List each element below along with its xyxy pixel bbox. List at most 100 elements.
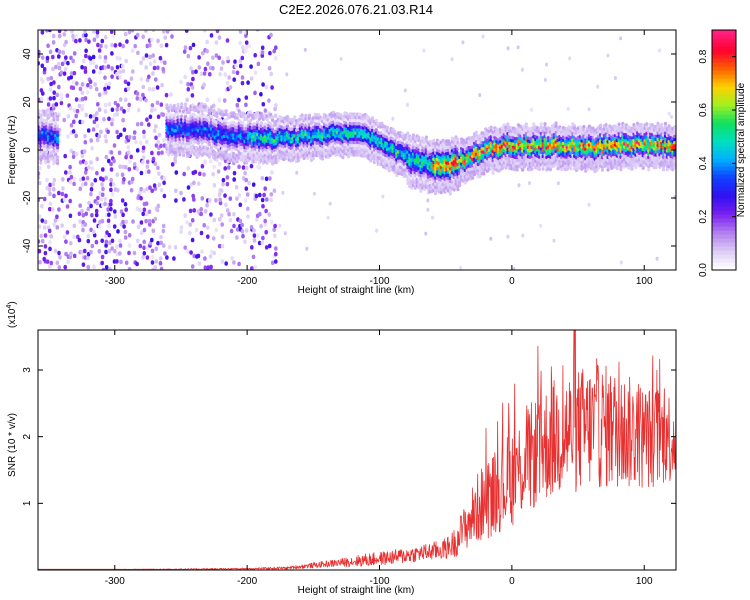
spectrogram-cell (65, 230, 70, 235)
spectrogram-cell (106, 207, 110, 212)
spectrogram-cell (587, 202, 591, 207)
spectrogram-cell (57, 207, 61, 212)
spectrogram-cell (263, 218, 267, 224)
spectrogram-cell (159, 102, 164, 107)
spectrogram-cell (180, 102, 184, 106)
spectrogram-cell (225, 175, 230, 180)
spectrogram-cell (104, 90, 108, 95)
spectrogram-cell (78, 186, 83, 191)
spectrogram-cell (89, 249, 93, 255)
spectrogram-cell (40, 218, 45, 223)
spectrogram-cell (136, 107, 141, 113)
spectrogram-cell (273, 106, 277, 112)
spectrogram-cell (38, 239, 41, 244)
spectrogram-cell (96, 102, 100, 107)
spectrogram-cell (61, 177, 65, 182)
spectrogram-cell (138, 140, 143, 145)
spectrogram-cell (232, 170, 237, 176)
spectrogram-cell (269, 153, 273, 157)
spectrogram-cell (554, 121, 558, 125)
spectrogram-cell (42, 196, 47, 202)
spectrogram-cell (63, 66, 68, 72)
spectrogram-cell (64, 170, 68, 175)
spectrogram-cell (109, 202, 113, 207)
spectrogram-cell (189, 250, 193, 255)
spectrogram-cell (189, 182, 193, 187)
spectrogram-cell (253, 53, 257, 58)
spectrogram-cell (265, 197, 269, 202)
spectrogram-cell (110, 74, 114, 79)
spectrogram-cell (126, 81, 131, 86)
spectrogram-cell (587, 107, 591, 112)
spectrogram-cell (72, 70, 77, 76)
spectrogram-cell (91, 54, 96, 60)
spectrogram-cell (227, 75, 231, 80)
spectrogram-cell (51, 54, 55, 60)
spectrogram-cell (69, 75, 73, 80)
spectrogram-cell (381, 194, 385, 199)
spectrogram-cell (95, 137, 100, 143)
spectrogram-cell (96, 42, 100, 48)
spectrogram-cell (104, 249, 108, 255)
spectrogram-cell (235, 235, 239, 240)
spectrogram-cell (57, 265, 62, 270)
spectrogram-cell (153, 161, 158, 167)
spectrogram-cell (97, 134, 102, 139)
spectrogram-cell (212, 183, 217, 188)
spectrogram-cell (263, 186, 267, 191)
spectrogram-cell (199, 211, 203, 217)
spectrogram-cell (185, 144, 189, 149)
spectrogram-cell (40, 63, 45, 68)
spectrogram-cell (46, 116, 50, 120)
spectrogram-cell (60, 191, 65, 197)
spectrogram-cell (56, 61, 61, 67)
spectrogram-cell (101, 186, 105, 192)
spectrogram-cell (249, 225, 254, 230)
spectrogram-cell (98, 54, 102, 60)
spectrogram-cell (34, 115, 37, 119)
spectrogram-cell (258, 192, 262, 198)
spectrogram-cell (159, 240, 163, 245)
spectrogram-cell (235, 102, 240, 108)
spectrogram-cell (224, 109, 228, 113)
spectrogram-cell (62, 197, 67, 202)
spectrogram-cell (150, 188, 154, 193)
spectrogram-cell (116, 103, 120, 108)
spectrogram-cell (265, 161, 269, 165)
spectrogram-cell (196, 153, 200, 158)
spectrogram-cell (121, 43, 125, 49)
spectrogram-cell (34, 112, 37, 116)
spectrogram-cell (57, 54, 61, 59)
spectrogram-cell (144, 98, 148, 103)
spectrogram-cell (482, 171, 486, 176)
spectrogram-cell (42, 67, 47, 72)
spectrogram-cell (233, 59, 237, 64)
spectrogram-cell (83, 96, 88, 101)
spectrogram-cell (244, 95, 249, 100)
spectrogram-cell (68, 198, 72, 204)
spectrogram-cell (160, 150, 164, 155)
spectrogram-cell (34, 136, 37, 140)
spectrogram-cell (196, 253, 201, 259)
spectrogram-cell (81, 262, 86, 267)
spectrogram-cell (161, 243, 166, 248)
spectrogram-cell (205, 97, 210, 102)
spectrogram-cell (506, 234, 510, 239)
spectrogram-cell (104, 138, 108, 144)
spectrogram-cell (125, 39, 129, 44)
spectrogram-cell (145, 117, 149, 122)
spectrogram-cell (121, 219, 125, 225)
spectrogram-cell (205, 48, 209, 54)
spectrogram-cell (91, 69, 96, 74)
spectrogram-cell (215, 114, 219, 119)
spectrogram-cell (78, 38, 82, 43)
spectrogram-cell (552, 238, 556, 243)
spectrogram-cell (244, 165, 249, 171)
spectrogram-cell (419, 176, 423, 181)
spectrogram-cell (630, 167, 634, 171)
spectrogram-cell (165, 103, 169, 107)
spectrogram-cell (202, 30, 207, 33)
spectrogram-cell (224, 202, 228, 207)
spectrogram-cell (264, 230, 268, 235)
spectrogram-cell (127, 135, 132, 140)
